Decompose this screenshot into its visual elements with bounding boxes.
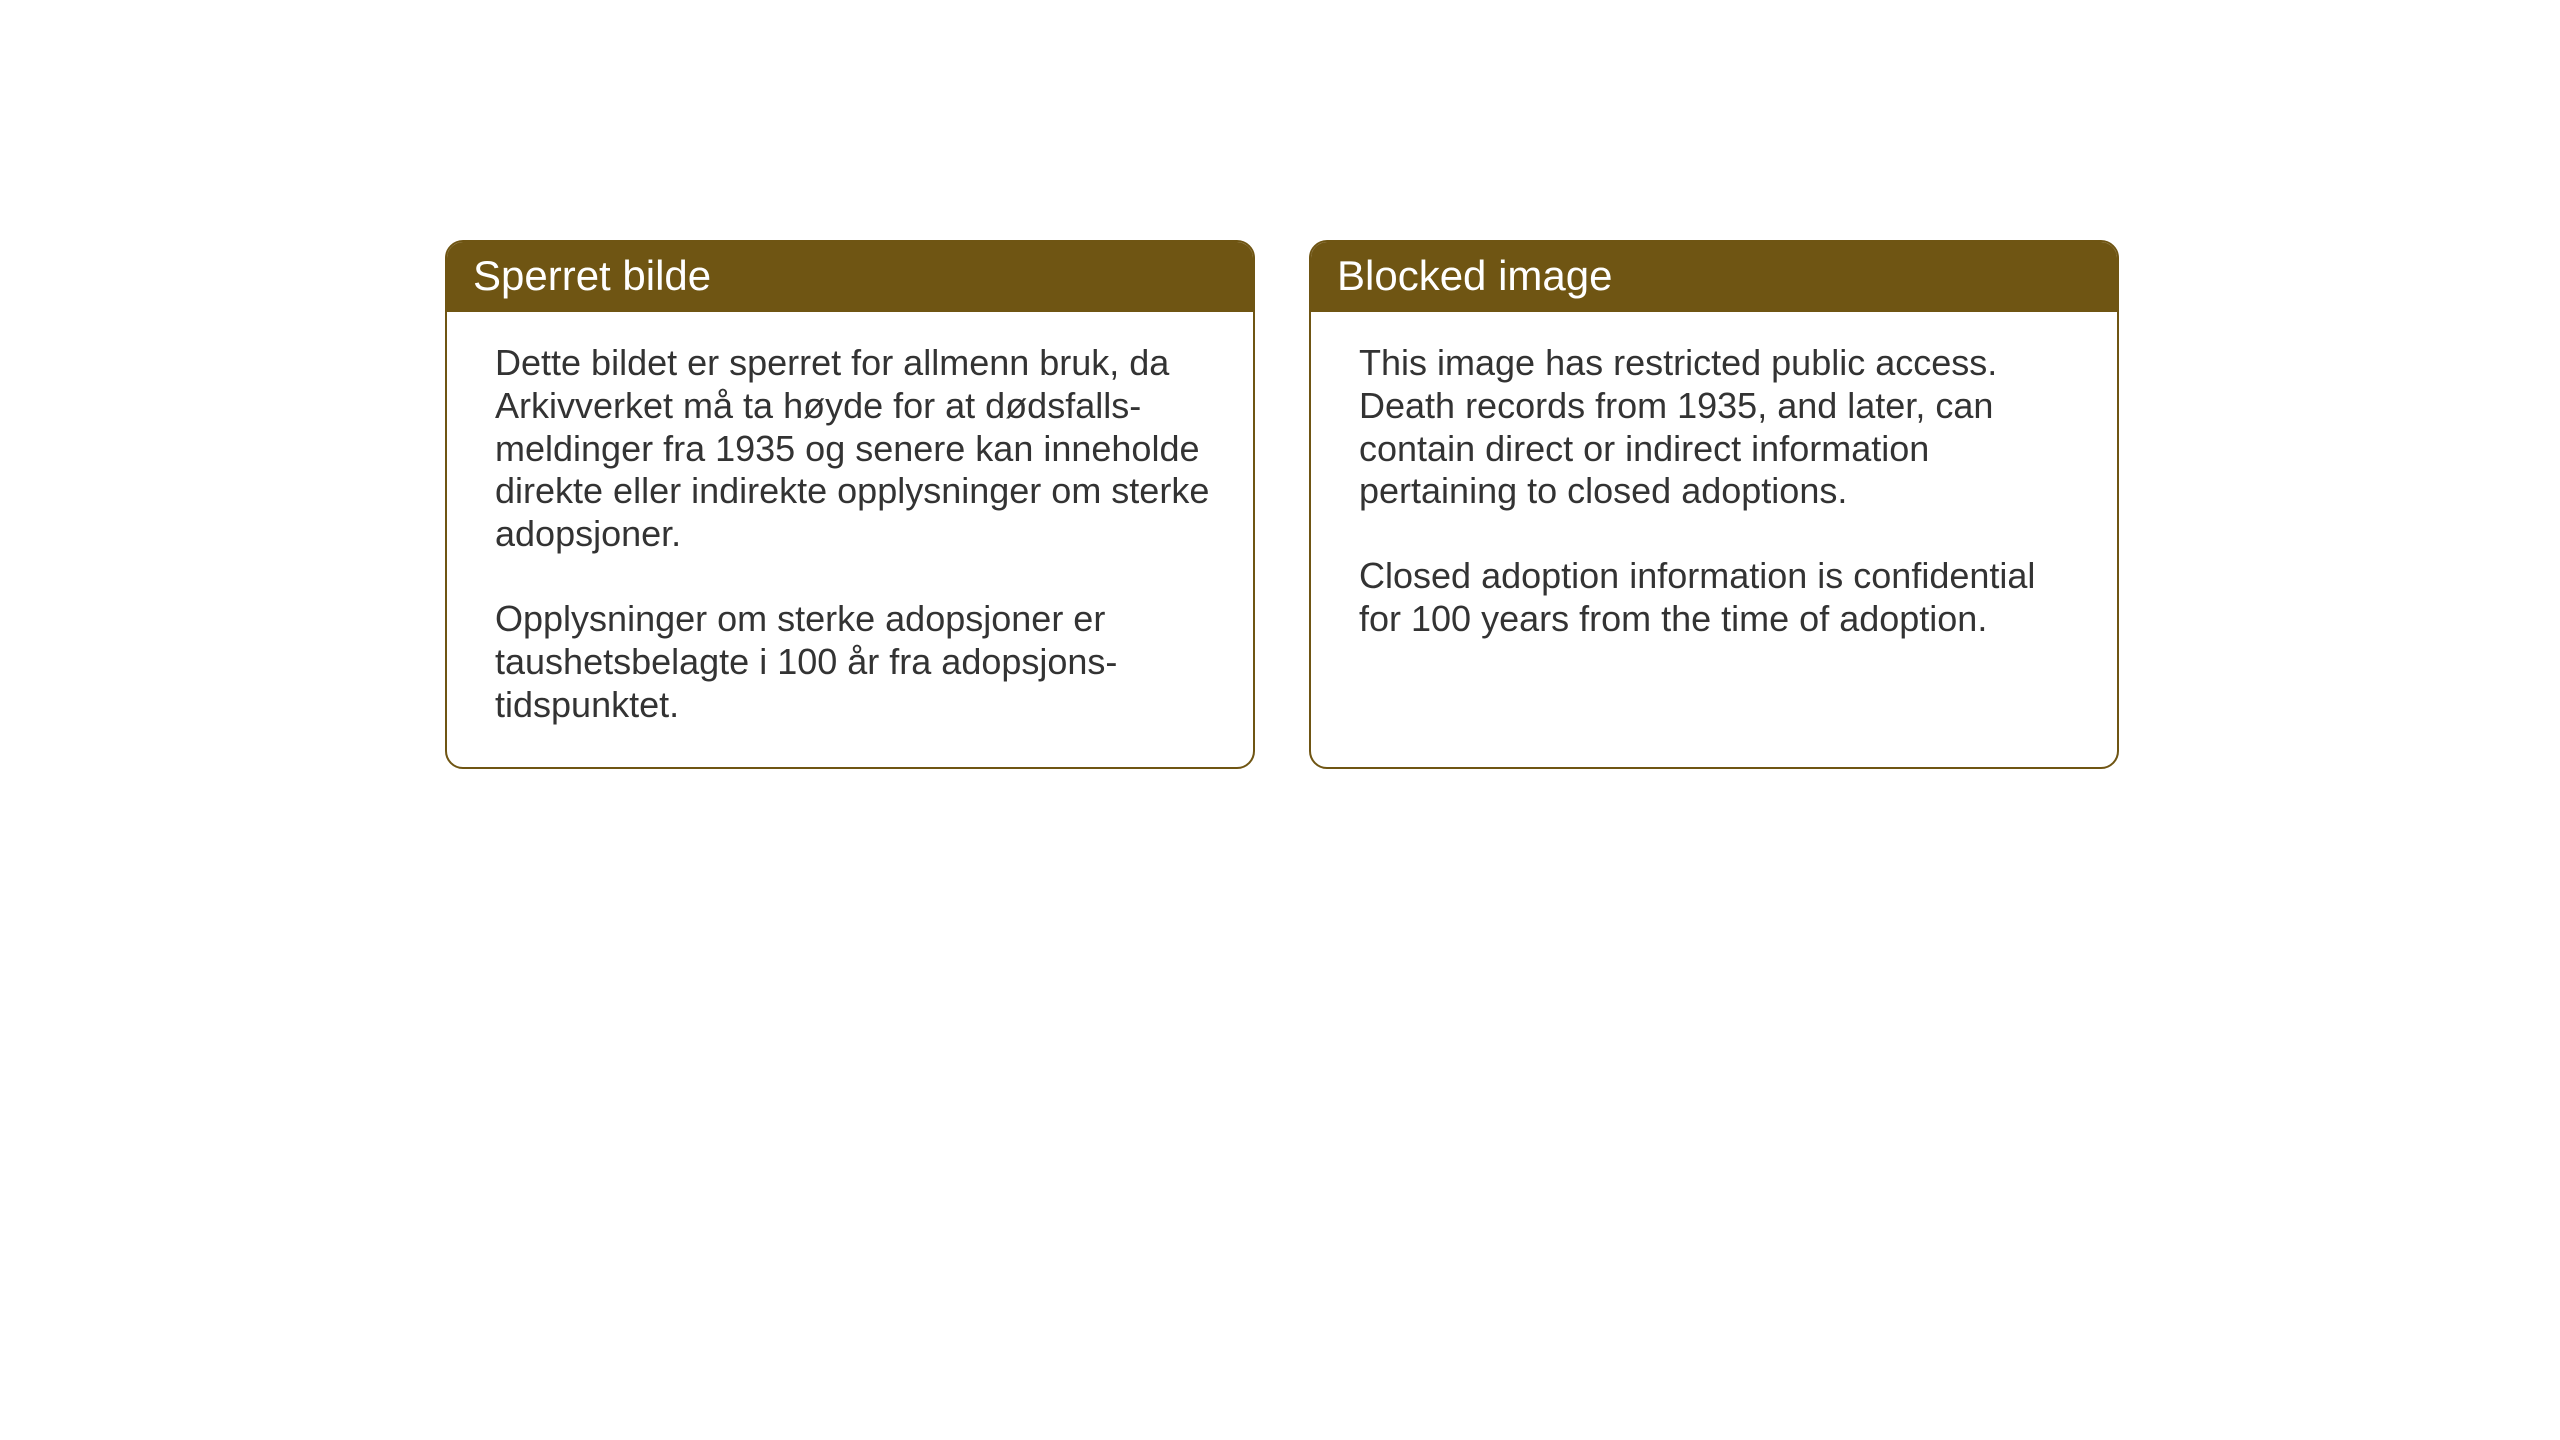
notice-card-norwegian: Sperret bilde Dette bildet er sperret fo… (445, 240, 1255, 769)
notice-container: Sperret bilde Dette bildet er sperret fo… (445, 240, 2119, 769)
card-header-norwegian: Sperret bilde (447, 242, 1253, 312)
card-header-english: Blocked image (1311, 242, 2117, 312)
notice-card-english: Blocked image This image has restricted … (1309, 240, 2119, 769)
paragraph-2-english: Closed adoption information is confident… (1359, 555, 2075, 641)
paragraph-1-english: This image has restricted public access.… (1359, 342, 2075, 513)
paragraph-2-norwegian: Opplysninger om sterke adopsjoner er tau… (495, 598, 1211, 726)
card-title-english: Blocked image (1337, 252, 1612, 299)
card-body-english: This image has restricted public access.… (1311, 312, 2117, 681)
card-title-norwegian: Sperret bilde (473, 252, 711, 299)
paragraph-1-norwegian: Dette bildet er sperret for allmenn bruk… (495, 342, 1211, 556)
card-body-norwegian: Dette bildet er sperret for allmenn bruk… (447, 312, 1253, 767)
